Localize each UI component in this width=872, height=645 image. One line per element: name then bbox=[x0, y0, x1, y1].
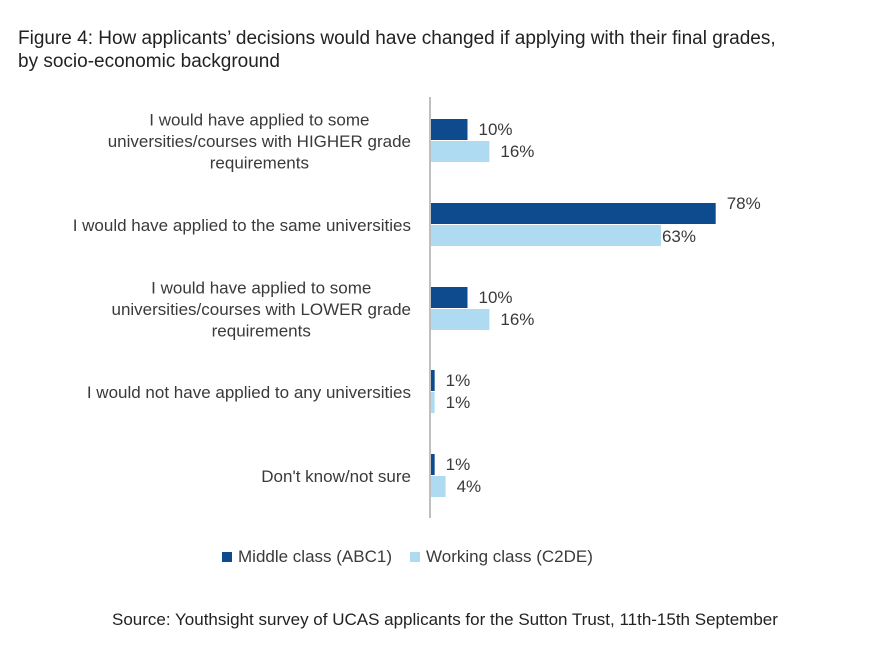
category-label-line: I would not have applied to any universi… bbox=[87, 383, 411, 402]
data-label-middle-class: 1% bbox=[446, 371, 471, 390]
data-label-working-class: 16% bbox=[500, 142, 534, 161]
category-label-line: requirements bbox=[210, 154, 309, 173]
category-label: I would not have applied to any universi… bbox=[87, 383, 411, 402]
data-label-working-class: 63% bbox=[662, 227, 696, 246]
category-label: I would have applied to some universities… bbox=[108, 111, 411, 173]
bar-working-class bbox=[431, 392, 435, 413]
category-label-line: I would have applied to the same univers… bbox=[73, 216, 411, 235]
bar-middle-class bbox=[431, 119, 468, 140]
bar-middle-class bbox=[431, 454, 435, 475]
data-label-middle-class: 78% bbox=[727, 194, 761, 213]
category-label: I would have applied to the same univers… bbox=[73, 216, 411, 235]
data-label-middle-class: 10% bbox=[479, 120, 513, 139]
bar-working-class bbox=[431, 309, 490, 330]
category-label-line: Don't know/not sure bbox=[261, 467, 411, 486]
data-label-middle-class: 1% bbox=[446, 455, 471, 474]
bar-working-class bbox=[431, 476, 446, 497]
chart-title-line-1: Figure 4: How applicants’ decisions woul… bbox=[18, 28, 776, 49]
data-label-working-class: 4% bbox=[457, 477, 482, 496]
legend-swatch-middle-class bbox=[222, 552, 232, 562]
legend-item-middle-class: Middle class (ABC1) bbox=[222, 547, 392, 567]
chart-title-line-2: by socio-economic background bbox=[18, 51, 280, 72]
category-label-line: I would have applied to some bbox=[151, 279, 371, 298]
bar-working-class bbox=[431, 141, 490, 162]
category-label: I would have applied to some universities… bbox=[111, 279, 411, 341]
category-label-line: requirements bbox=[212, 322, 311, 341]
category-label-line: universities/courses with HIGHER grade bbox=[108, 132, 411, 151]
category-label-line: universities/courses with LOWER grade bbox=[111, 300, 411, 319]
bar-middle-class bbox=[431, 203, 716, 224]
data-label-working-class: 16% bbox=[500, 310, 534, 329]
legend-item-working-class: Working class (C2DE) bbox=[410, 547, 593, 567]
legend-label-working-class: Working class (C2DE) bbox=[426, 547, 593, 566]
legend-swatch-working-class bbox=[410, 552, 420, 562]
category-label: Don't know/not sure bbox=[261, 467, 411, 486]
bar-working-class bbox=[431, 225, 661, 246]
chart-legend: Middle class (ABC1) Working class (C2DE) bbox=[222, 547, 611, 567]
data-label-working-class: 1% bbox=[446, 393, 471, 412]
legend-label-middle-class: Middle class (ABC1) bbox=[238, 547, 392, 566]
data-label-middle-class: 10% bbox=[479, 288, 513, 307]
chart-title: Figure 4: How applicants’ decisions woul… bbox=[18, 27, 858, 73]
bar-middle-class bbox=[431, 370, 435, 391]
category-label-line: I would have applied to some bbox=[149, 111, 369, 130]
bar-middle-class bbox=[431, 287, 468, 308]
source-note: Source: Youthsight survey of UCAS applic… bbox=[112, 610, 778, 629]
